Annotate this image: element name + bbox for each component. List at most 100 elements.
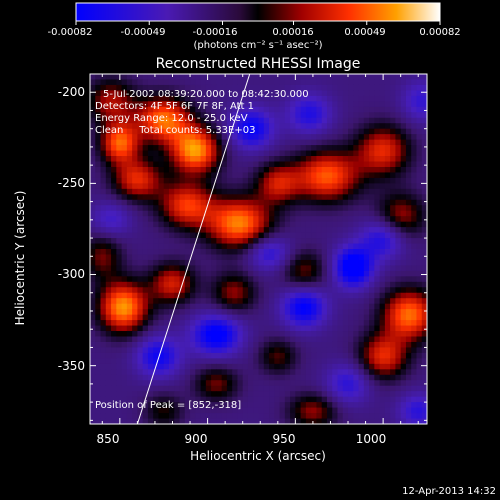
heatmap-cell (190, 363, 196, 370)
heatmap-cell (242, 112, 249, 119)
heatmap-cell (137, 79, 144, 86)
heatmap-cell (190, 314, 196, 321)
heatmap-cell (269, 161, 275, 168)
heatmap-cell (363, 259, 370, 266)
heatmap-cell (163, 270, 170, 277)
heatmap-cell (247, 188, 254, 195)
heatmap-cell (400, 166, 407, 173)
heatmap-cell (158, 221, 165, 228)
heatmap-cell (290, 341, 296, 348)
heatmap-cell (326, 380, 333, 387)
heatmap-cell (137, 391, 144, 398)
heatmap-cell (221, 74, 228, 80)
heatmap-cell (247, 243, 254, 250)
heatmap-cell (348, 391, 354, 398)
heatmap-cell (195, 413, 201, 419)
heatmap-cell (416, 369, 423, 376)
heatmap-cell (348, 177, 354, 184)
heatmap-cell (284, 347, 291, 354)
heatmap-cell (395, 369, 402, 376)
heatmap-cell (290, 413, 296, 419)
heatmap-cell (216, 396, 223, 403)
heatmap-cell (158, 303, 165, 310)
heatmap-cell (95, 188, 101, 195)
heatmap-cell (147, 413, 154, 419)
heatmap-cell (348, 74, 354, 80)
heatmap-cell (279, 336, 286, 343)
heatmap-cell (200, 347, 207, 354)
heatmap-cell (121, 325, 128, 332)
heatmap-cell (353, 194, 359, 201)
heatmap-cell (326, 139, 333, 146)
heatmap-cell (353, 134, 359, 141)
heatmap-cell (247, 331, 254, 337)
heatmap-cell (253, 352, 259, 359)
heatmap-cell (211, 101, 217, 108)
heatmap-cell (221, 325, 228, 332)
heatmap-cell (258, 259, 265, 266)
heatmap-cell (216, 194, 223, 201)
heatmap-cell (395, 205, 402, 212)
heatmap-cell (316, 156, 323, 162)
heatmap-cell (216, 331, 223, 337)
heatmap-cell (400, 112, 407, 119)
heatmap-cell (232, 336, 238, 343)
heatmap-cell (269, 150, 275, 157)
heatmap-cell (411, 117, 417, 124)
heatmap-cell (326, 336, 333, 343)
heatmap-cell (211, 79, 217, 86)
heatmap-cell (168, 363, 175, 370)
heatmap-cell (390, 303, 396, 310)
heatmap-cell (363, 227, 370, 233)
heatmap-cell (358, 358, 365, 365)
heatmap-cell (137, 287, 144, 294)
heatmap-cell (290, 347, 296, 354)
heatmap-cell (384, 418, 391, 424)
heatmap-cell (105, 270, 112, 277)
heatmap-cell (158, 172, 165, 179)
heatmap-cell (421, 292, 427, 299)
heatmap-cell (358, 331, 365, 337)
heatmap-cell (321, 74, 328, 80)
heatmap-cell (369, 292, 375, 299)
heatmap-cell (274, 216, 280, 223)
heatmap-cell (263, 341, 270, 348)
heatmap-cell (195, 117, 201, 124)
heatmap-cell (332, 166, 338, 173)
heatmap-cell (405, 194, 412, 201)
heatmap-cell (158, 270, 165, 277)
heatmap-cell (379, 74, 386, 80)
heatmap-cell (163, 194, 170, 201)
heatmap-cell (321, 117, 328, 124)
heatmap-cell (416, 396, 423, 403)
heatmap-cell (147, 265, 154, 272)
heatmap-cell (405, 287, 412, 294)
heatmap-cell (200, 123, 207, 130)
heatmap-cell (405, 90, 412, 97)
heatmap-cell (163, 156, 170, 162)
heatmap-cell (337, 123, 344, 130)
heatmap-cell (232, 341, 238, 348)
heatmap-cell (247, 161, 254, 168)
heatmap-cell (184, 320, 191, 326)
heatmap-cell (147, 276, 154, 283)
heatmap-cell (379, 303, 386, 310)
heatmap-cell (111, 298, 117, 305)
heatmap-cell (421, 287, 427, 294)
heatmap-cell (284, 161, 291, 168)
heatmap-cell (321, 276, 328, 283)
heatmap-cell (263, 320, 270, 326)
heatmap-cell (274, 298, 280, 305)
heatmap-cell (116, 331, 122, 337)
heatmap-cell (363, 128, 370, 135)
heatmap-cell (348, 358, 354, 365)
heatmap-cell (290, 314, 296, 321)
heatmap-cell (353, 123, 359, 130)
heatmap-cell (200, 303, 207, 310)
heatmap-cell (179, 259, 186, 266)
heatmap-cell (384, 134, 391, 141)
heatmap-cell (363, 369, 370, 376)
heatmap-cell (337, 331, 344, 337)
heatmap-cell (132, 172, 138, 179)
heatmap-cell (326, 188, 333, 195)
